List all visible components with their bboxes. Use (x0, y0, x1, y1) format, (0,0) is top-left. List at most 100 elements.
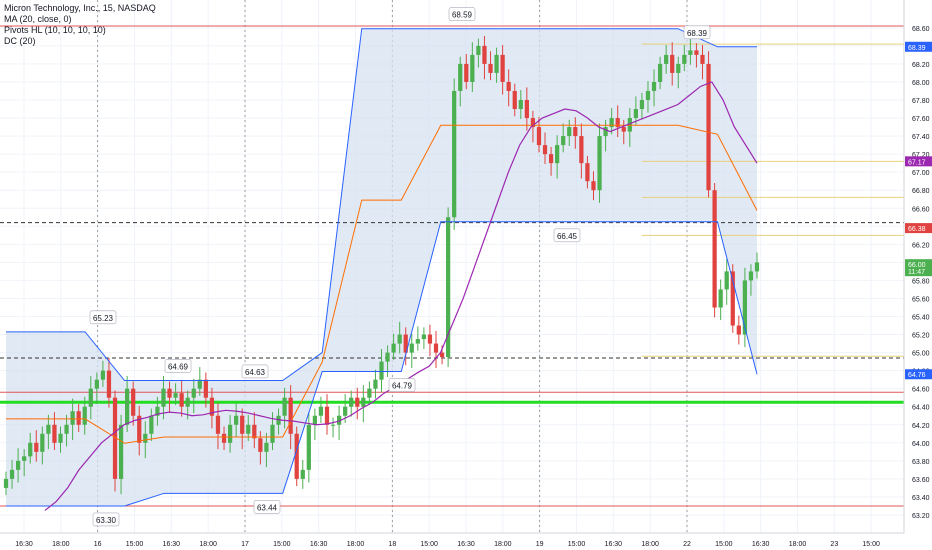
fib-levels (641, 43, 904, 357)
candle-body (694, 50, 699, 55)
candles (3, 35, 760, 496)
candle-body (664, 54, 669, 64)
price-tick-label: 67.40 (912, 134, 930, 141)
candle-body (324, 406, 330, 425)
pivot-label-box (388, 378, 416, 392)
candle-body (724, 271, 729, 290)
price-tick-label: 64.60 (912, 387, 930, 394)
candle-body (573, 127, 578, 137)
time-tick-label: 18:00 (494, 541, 512, 548)
candle-body (282, 397, 287, 416)
dc-lower-line (6, 221, 758, 507)
pivot-label-text: 64.79 (392, 382, 413, 391)
candle-body (482, 45, 487, 64)
candle-body (367, 388, 372, 398)
candle-body (252, 424, 257, 439)
legend-dc[interactable]: DC (20) (4, 36, 36, 46)
candle-body (609, 118, 614, 128)
price-badge-text: 66.38 (908, 226, 926, 233)
pivot-label-box (164, 359, 192, 373)
time-tick-label: 15:00 (715, 541, 733, 548)
price-tick-label: 64.40 (912, 405, 930, 412)
candle-body (645, 90, 651, 100)
candle-body (318, 406, 324, 416)
candle-body (585, 163, 590, 182)
candle-body (28, 442, 33, 457)
candle-body (524, 99, 529, 119)
time-tick-label: 15:00 (273, 541, 291, 548)
price-tick-label: 65.80 (912, 278, 930, 285)
candle-body (385, 352, 390, 362)
time-tick-label: 16:30 (15, 541, 33, 548)
candle-body (215, 415, 221, 434)
price-badge (905, 156, 932, 167)
candle-body (700, 54, 705, 64)
candle-body (246, 424, 251, 434)
time-tick-label: 15:00 (420, 541, 438, 548)
candle-body (542, 145, 548, 155)
pivot-label-box (89, 310, 117, 325)
candle-body (336, 415, 342, 425)
candle-body (446, 217, 451, 358)
pivot-label-box (241, 364, 269, 379)
time-tick-label: 16 (94, 541, 102, 548)
price-tick-label: 65.40 (912, 315, 930, 322)
candle-body (561, 136, 566, 146)
price-tick-label: 66.20 (912, 242, 930, 249)
candle-body (730, 271, 735, 326)
price-tick-label: 64.20 (912, 423, 930, 430)
candle-body (488, 63, 493, 73)
price-tick-label: 64.00 (912, 441, 930, 448)
candle-body (258, 438, 263, 452)
pivot-label: 68.59 (448, 7, 476, 22)
legend-ma[interactable]: MA (20, close, 0) (4, 14, 72, 24)
candle-body (203, 379, 208, 398)
candle-body (106, 370, 112, 398)
pivot-label-text: 63.44 (257, 503, 278, 512)
candle-body (433, 343, 439, 353)
dc-upper-line (6, 28, 757, 382)
time-tick-label: 15:00 (126, 541, 144, 548)
candle-body (330, 424, 336, 426)
candle-body (355, 397, 360, 407)
pivot-label: 66.45 (553, 228, 581, 243)
candle-body (197, 379, 202, 389)
candle-body (70, 411, 75, 425)
pivot-label-box (253, 500, 281, 514)
candle-body (137, 415, 142, 443)
price-tick-label: 65.00 (912, 351, 930, 358)
candle-body (155, 406, 160, 416)
candle-body (40, 433, 45, 452)
candle-body (76, 411, 81, 425)
pivot-label-text: 63.30 (96, 516, 117, 525)
pivot-label: 63.44 (253, 500, 281, 514)
price-badge (905, 223, 932, 234)
candle-body (452, 90, 457, 218)
price-tick-label: 67.00 (912, 170, 930, 177)
candle-body (88, 388, 93, 407)
chart-legend: Micron Technology, Inc., 15, NASDAQ MA (… (4, 3, 156, 47)
legend-symbol[interactable]: Micron Technology, Inc., 15, NASDAQ (4, 3, 156, 13)
candle-body (270, 424, 275, 443)
candle-body (476, 45, 481, 55)
candle-body (349, 397, 354, 407)
legend-pivots[interactable]: Pivots HL (10, 10, 10, 10) (4, 25, 106, 35)
pivot-label-box (553, 228, 581, 243)
time-tick-label: 17 (241, 541, 249, 548)
candle-body (179, 393, 184, 407)
price-tick-label: 68.60 (912, 26, 930, 33)
pivot-label: 64.79 (388, 378, 416, 392)
candle-body (712, 190, 717, 308)
candle-body (343, 406, 348, 416)
candle-body (264, 442, 269, 452)
candle-body (494, 54, 499, 73)
time-tick-label: 18 (388, 541, 396, 548)
candle-body (518, 99, 523, 110)
candle-body (458, 63, 463, 91)
pivot-label-text: 65.23 (93, 314, 114, 323)
candle-body (209, 397, 215, 416)
pivot-label-text: 64.63 (245, 368, 266, 377)
price-tick-label: 67.60 (912, 116, 930, 123)
candle-body (294, 433, 299, 479)
